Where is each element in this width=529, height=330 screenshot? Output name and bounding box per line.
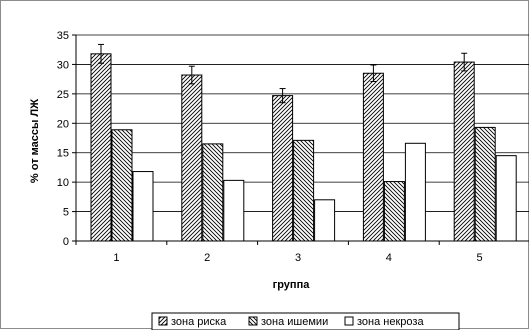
x-tick-label: 1 bbox=[113, 252, 119, 264]
bar bbox=[383, 181, 405, 242]
x-tick-label: 4 bbox=[386, 252, 392, 264]
legend-swatch bbox=[158, 316, 168, 326]
bars bbox=[90, 53, 517, 242]
bar bbox=[90, 53, 112, 242]
x-tick-label: 5 bbox=[477, 252, 483, 264]
bar bbox=[293, 139, 315, 242]
error-bars bbox=[98, 43, 468, 104]
legend-box bbox=[151, 312, 460, 330]
bar bbox=[111, 129, 133, 242]
bar bbox=[495, 155, 517, 242]
bar bbox=[181, 74, 203, 242]
legend-label: зона риска bbox=[171, 316, 227, 328]
y-tick-label: 30 bbox=[57, 59, 69, 71]
legend: зона риска зона ишемии зона некроза bbox=[151, 312, 460, 330]
y-tick-label: 25 bbox=[57, 89, 69, 101]
legend-swatch bbox=[344, 316, 354, 326]
bar bbox=[272, 95, 294, 242]
tick-labels: 0 5 10 15 20 25 30 35 1 2 3 4 5 bbox=[57, 30, 483, 264]
y-tick-label: 5 bbox=[63, 207, 69, 219]
bar bbox=[404, 142, 426, 242]
legend-label: зона некроза bbox=[357, 316, 424, 328]
y-tick-label: 35 bbox=[57, 30, 69, 42]
bar bbox=[453, 61, 475, 242]
y-tick-label: 15 bbox=[57, 148, 69, 160]
bar bbox=[362, 72, 384, 242]
bar bbox=[223, 179, 245, 242]
bar bbox=[474, 126, 496, 242]
y-tick-label: 20 bbox=[57, 118, 69, 130]
legend-swatch bbox=[248, 316, 258, 326]
legend-label: зона ишемии bbox=[261, 316, 328, 328]
x-axis-title: группа bbox=[273, 279, 311, 291]
y-axis-title: % от массы ЛЖ bbox=[29, 99, 41, 183]
bar bbox=[314, 199, 336, 242]
bar bbox=[132, 171, 154, 242]
bar bbox=[202, 143, 224, 242]
y-tick-label: 0 bbox=[63, 236, 69, 248]
y-tick-label: 10 bbox=[57, 177, 69, 189]
x-tick-label: 3 bbox=[295, 252, 301, 264]
x-tick-label: 2 bbox=[204, 252, 210, 264]
